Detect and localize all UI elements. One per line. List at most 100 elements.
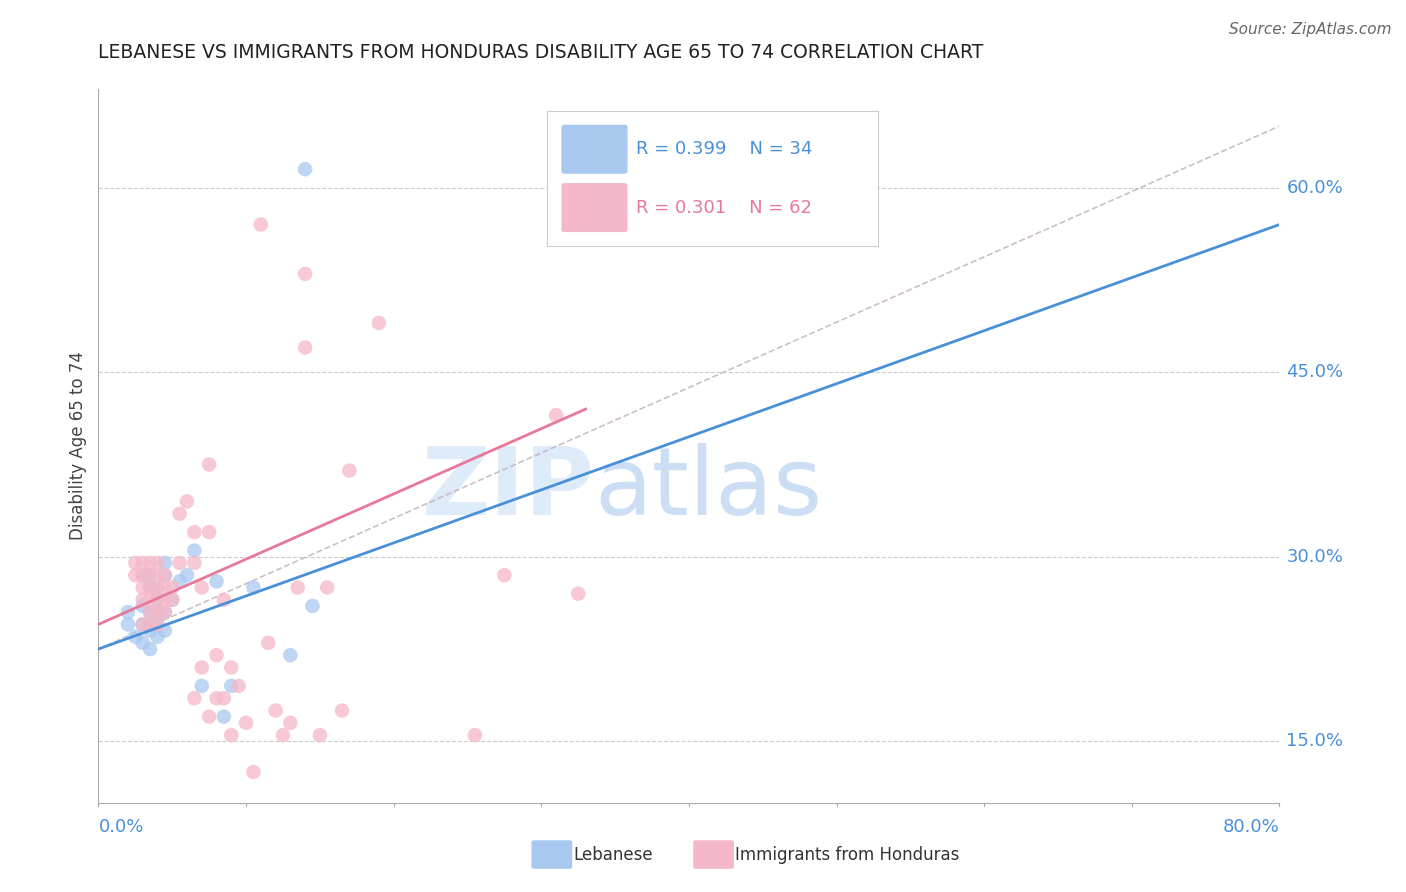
Point (198, 709, 221, 723)
Point (139, 605, 162, 619)
Point (124, 630, 146, 644)
Point (546, 409, 568, 423)
Point (139, 592, 162, 607)
Point (139, 617, 162, 632)
Point (294, 341, 316, 355)
Point (330, 704, 353, 718)
Point (153, 624, 176, 638)
Point (242, 581, 264, 595)
Point (183, 556, 205, 570)
Point (162, 581, 183, 595)
FancyBboxPatch shape (561, 183, 627, 232)
Point (139, 617, 162, 632)
Text: 15.0%: 15.0% (1286, 732, 1343, 750)
Point (124, 568, 146, 582)
Point (153, 605, 176, 619)
Point (132, 636, 155, 650)
Point (242, 765, 264, 780)
Text: R = 0.301    N = 62: R = 0.301 N = 62 (636, 199, 811, 217)
Point (153, 556, 176, 570)
Point (176, 568, 198, 582)
Y-axis label: Disability Age 65 to 74: Disability Age 65 to 74 (69, 351, 87, 541)
Point (567, 587, 589, 601)
Point (294, 267, 316, 281)
Point (309, 728, 332, 742)
Point (235, 715, 257, 730)
Point (153, 581, 176, 595)
Text: Lebanese: Lebanese (574, 846, 654, 863)
Text: 45.0%: 45.0% (1286, 363, 1344, 381)
Point (139, 605, 162, 619)
Point (257, 636, 280, 650)
Point (153, 568, 176, 582)
Point (205, 691, 228, 706)
Text: 60.0%: 60.0% (1286, 178, 1343, 196)
Point (117, 617, 139, 632)
Point (146, 592, 169, 607)
Point (146, 605, 169, 619)
Text: ZIP: ZIP (422, 442, 595, 535)
Point (146, 630, 169, 644)
Point (316, 581, 339, 595)
Point (212, 592, 235, 607)
Point (139, 581, 162, 595)
Point (139, 568, 162, 582)
Point (117, 605, 139, 619)
Point (132, 556, 155, 570)
Point (146, 617, 169, 632)
Text: 80.0%: 80.0% (1223, 818, 1279, 836)
Text: 30.0%: 30.0% (1286, 548, 1343, 566)
Point (294, 162, 316, 177)
Point (153, 592, 176, 607)
Point (464, 728, 486, 742)
Point (205, 648, 228, 662)
Point (212, 691, 235, 706)
Point (139, 624, 162, 638)
Point (368, 316, 391, 330)
Point (191, 581, 214, 595)
Point (139, 568, 162, 582)
Point (228, 679, 250, 693)
Point (132, 568, 155, 582)
FancyBboxPatch shape (547, 111, 877, 246)
Point (146, 568, 169, 582)
Point (278, 715, 302, 730)
Point (139, 556, 162, 570)
Point (146, 605, 169, 619)
Text: Source: ZipAtlas.com: Source: ZipAtlas.com (1229, 22, 1392, 37)
Point (132, 617, 155, 632)
Text: 0.0%: 0.0% (98, 818, 143, 836)
Point (162, 592, 183, 607)
Point (183, 543, 205, 558)
Text: LEBANESE VS IMMIGRANTS FROM HONDURAS DISABILITY AGE 65 TO 74 CORRELATION CHART: LEBANESE VS IMMIGRANTS FROM HONDURAS DIS… (98, 44, 984, 62)
Point (198, 458, 221, 472)
Point (146, 592, 169, 607)
Point (146, 581, 169, 595)
Point (132, 581, 155, 595)
Point (153, 568, 176, 582)
Point (250, 218, 273, 232)
Point (219, 679, 243, 693)
Point (169, 574, 191, 589)
Point (146, 581, 169, 595)
Text: Immigrants from Honduras: Immigrants from Honduras (735, 846, 960, 863)
Point (146, 556, 169, 570)
Point (162, 592, 183, 607)
Point (183, 525, 205, 540)
Point (139, 581, 162, 595)
Point (219, 728, 243, 742)
Point (169, 507, 191, 521)
Point (219, 660, 243, 674)
Point (191, 660, 214, 674)
Point (301, 599, 323, 613)
Point (132, 599, 155, 613)
Point (212, 709, 235, 723)
Text: R = 0.399    N = 34: R = 0.399 N = 34 (636, 140, 813, 158)
Point (124, 556, 146, 570)
Point (146, 617, 169, 632)
Point (205, 574, 228, 589)
Point (191, 679, 214, 693)
Point (337, 464, 360, 478)
Point (494, 568, 516, 582)
Point (183, 691, 205, 706)
